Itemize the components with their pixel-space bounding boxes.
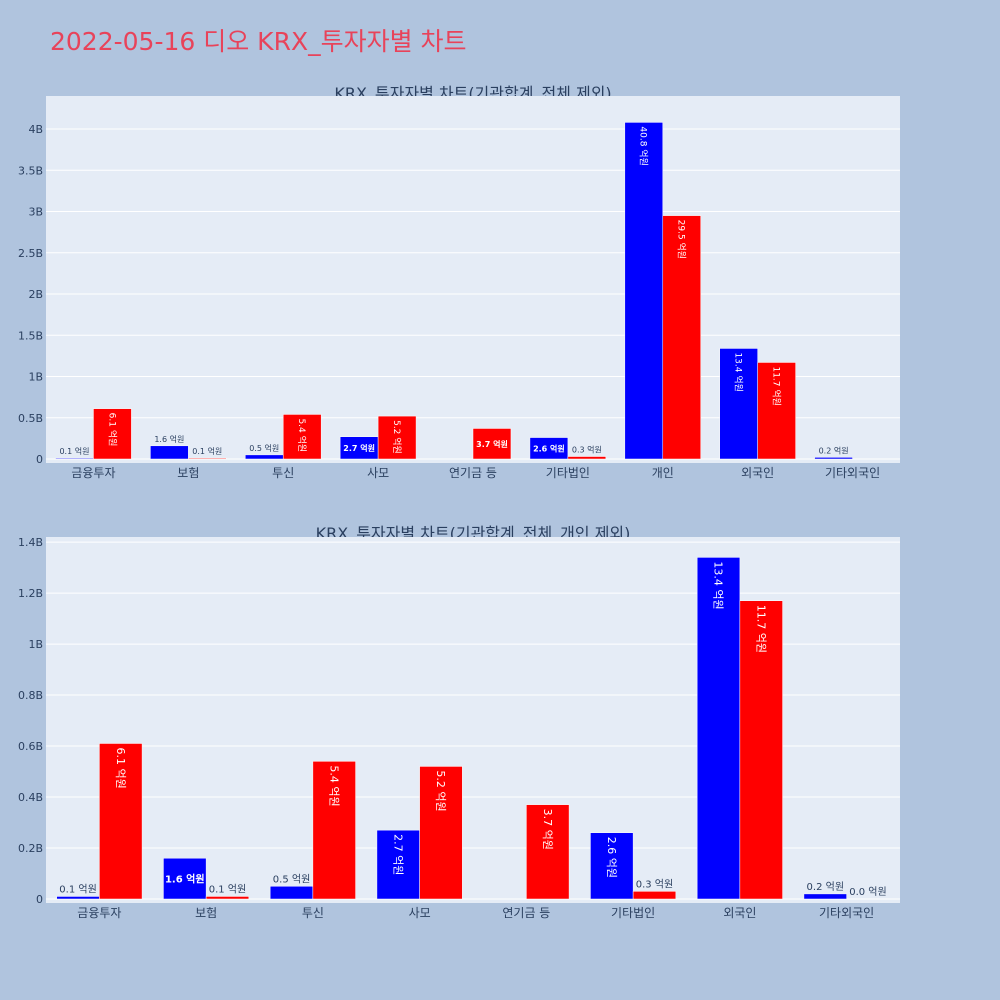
bar bbox=[269, 886, 314, 900]
bar-label: 11.7 억원 bbox=[770, 366, 782, 405]
bar-label: 2.7 억원 bbox=[343, 443, 375, 453]
bar-label: 0.1 억원 bbox=[209, 883, 246, 895]
x-tick-label: 연기금 등 bbox=[502, 906, 550, 920]
y-tick-label: 2B bbox=[28, 288, 43, 301]
bar-label: 29.5 억원 bbox=[676, 220, 688, 259]
x-tick-label: 사모 bbox=[409, 906, 431, 920]
x-tick-label: 투신 bbox=[272, 466, 294, 480]
bar-label: 6.1 억원 bbox=[106, 413, 118, 447]
bar-label: 13.4 억원 bbox=[733, 352, 745, 391]
bar-label: 13.4 억원 bbox=[712, 561, 725, 609]
bar-label: 0.3 억원 bbox=[636, 878, 673, 890]
bar bbox=[662, 215, 701, 460]
bar-label: 5.4 억원 bbox=[327, 765, 340, 806]
bar-label: 0.5 억원 bbox=[273, 873, 310, 885]
y-tick-label: 0.6B bbox=[18, 740, 43, 753]
bar bbox=[282, 414, 322, 460]
bar bbox=[205, 896, 250, 900]
bar-label: 5.4 억원 bbox=[296, 418, 308, 452]
bar-label: 6.1 억원 bbox=[114, 747, 127, 788]
bar-label: 0.1 억원 bbox=[59, 883, 96, 895]
bar-label: 0.3 억원 bbox=[572, 445, 602, 455]
bar bbox=[719, 348, 758, 460]
bar bbox=[419, 766, 463, 900]
bar bbox=[56, 896, 100, 900]
bar-label: 2.6 억원 bbox=[533, 443, 565, 453]
y-tick-label: 0.2B bbox=[18, 842, 43, 855]
x-tick-label: 사모 bbox=[367, 466, 389, 480]
bar bbox=[377, 415, 417, 460]
bar bbox=[757, 362, 796, 460]
y-tick-label: 0 bbox=[36, 893, 43, 906]
bar bbox=[93, 408, 132, 460]
bar bbox=[150, 445, 189, 460]
bar-label: 11.7 억원 bbox=[754, 605, 767, 653]
x-tick-label: 외국인 bbox=[741, 466, 774, 480]
x-tick-label: 금융투자 bbox=[71, 466, 115, 480]
y-tick-label: 3.5B bbox=[18, 164, 43, 177]
bar bbox=[624, 122, 664, 460]
bar bbox=[472, 428, 512, 460]
bar-label: 40.8 억원 bbox=[638, 126, 650, 165]
bar-label: 5.2 억원 bbox=[391, 420, 403, 454]
bar bbox=[803, 893, 847, 900]
bar-label: 5.2 억원 bbox=[434, 770, 447, 811]
y-tick-label: 1B bbox=[28, 638, 43, 651]
bar bbox=[739, 600, 783, 900]
bar bbox=[567, 456, 607, 460]
x-tick-label: 보험 bbox=[177, 466, 199, 480]
bar bbox=[376, 829, 420, 900]
x-tick-label: 외국인 bbox=[723, 906, 756, 920]
chart-1: 0 0.5B 1B 1.5B 2B 2.5B 3B 3.5B 4B 금융투자 0.1 억원 6.1 억… bbox=[18, 96, 900, 480]
bar bbox=[632, 891, 677, 900]
bar-label: 0.2 억원 bbox=[807, 881, 844, 893]
bar bbox=[526, 804, 570, 900]
y-tick-label: 0.8B bbox=[18, 689, 43, 702]
bar bbox=[312, 761, 356, 900]
bar bbox=[188, 457, 227, 460]
bar-label: 2.6 억원 bbox=[605, 837, 618, 878]
x-tick-label: 개인 bbox=[652, 466, 674, 480]
bar-label: 2.7 억원 bbox=[391, 834, 404, 875]
bar-label: 0.0 억원 bbox=[849, 886, 886, 898]
page-title: 2022-05-16 디오 KRX_투자자별 차트 bbox=[50, 27, 467, 56]
y-tick-label: 2.5B bbox=[18, 247, 43, 260]
bar-label: 3.7 억원 bbox=[541, 809, 554, 850]
bar-label: 1.6 억원 bbox=[154, 434, 184, 444]
bar-label: 0.2 억원 bbox=[819, 445, 849, 455]
x-tick-label: 보험 bbox=[195, 906, 217, 920]
x-tick-label: 연기금 등 bbox=[449, 466, 497, 480]
bar-label: 0.5 억원 bbox=[249, 443, 279, 453]
bar bbox=[529, 437, 569, 460]
bar bbox=[590, 832, 634, 900]
x-tick-label: 기타외국인 bbox=[819, 906, 874, 920]
y-tick-label: 3B bbox=[28, 206, 43, 219]
bar bbox=[814, 457, 853, 460]
x-tick-label: 기타외국인 bbox=[825, 466, 880, 480]
y-tick-label: 1B bbox=[28, 371, 43, 384]
y-tick-label: 1.4B bbox=[18, 536, 43, 549]
bar-label: 0.1 억원 bbox=[59, 446, 89, 456]
bar bbox=[99, 743, 143, 900]
y-tick-label: 1.2B bbox=[18, 587, 43, 600]
x-tick-label: 투신 bbox=[302, 906, 324, 920]
x-tick-label: 기타법인 bbox=[611, 906, 655, 920]
x-tick-label: 금융투자 bbox=[77, 906, 121, 920]
bar-label: 1.6 억원 bbox=[165, 872, 205, 885]
y-tick-label: 0.4B bbox=[18, 791, 43, 804]
y-tick-label: 0.5B bbox=[18, 412, 43, 425]
y-tick-label: 1.5B bbox=[18, 329, 43, 342]
bar bbox=[163, 857, 207, 900]
bar-label: 3.7 억원 bbox=[476, 439, 508, 449]
y-tick-label: 4B bbox=[28, 123, 43, 136]
x-tick-label: 기타법인 bbox=[546, 466, 590, 480]
y-tick-label: 0 bbox=[36, 453, 43, 466]
bar-label: 0.1 억원 bbox=[192, 446, 222, 456]
